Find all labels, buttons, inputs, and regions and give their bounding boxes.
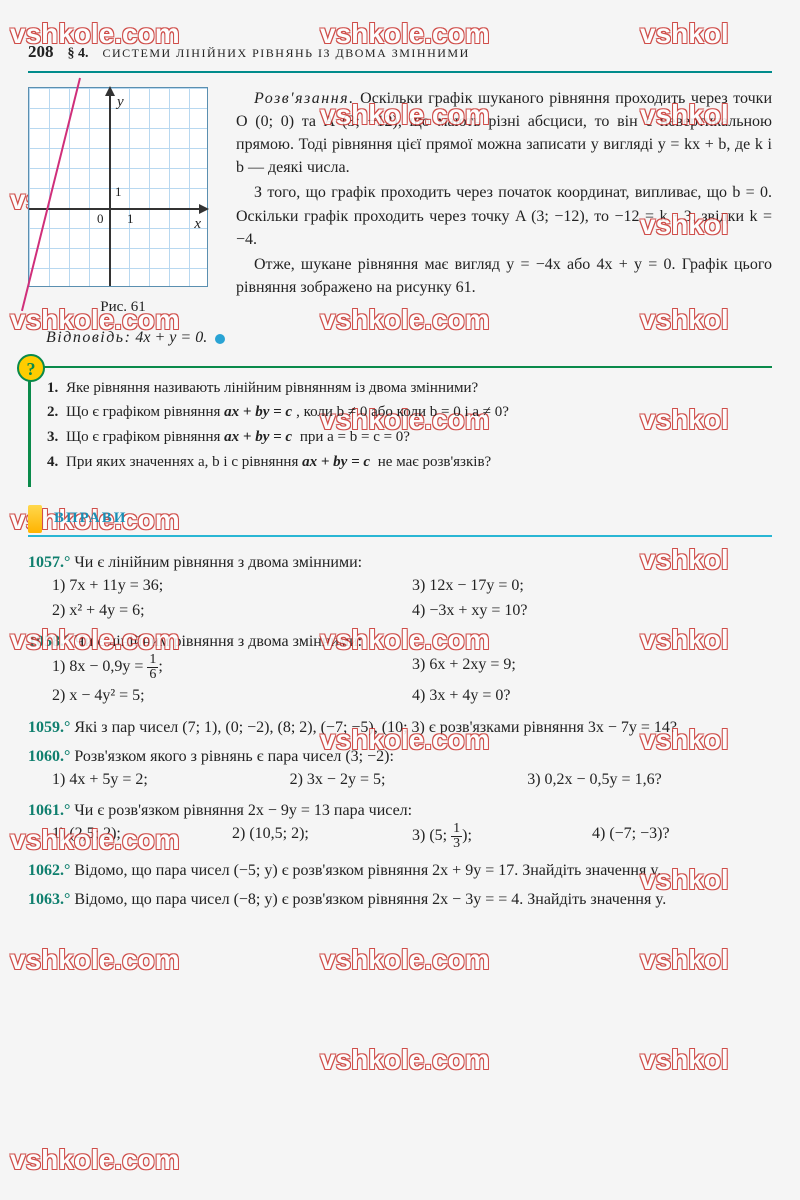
solution-text: Розв'язання. Оскільки графік шуканого рі… xyxy=(236,87,772,319)
question-box: ? 1. Яке рівняння називають лінійним рів… xyxy=(28,366,772,487)
problem-1061: 1061.° Чи є розв'язком рівняння 2x − 9y … xyxy=(28,799,772,853)
watermark: vshkole.com xyxy=(10,1140,180,1181)
tick-origin: 0 xyxy=(97,210,104,229)
section-label: § 4. xyxy=(68,44,89,64)
question-2: 2. Що є графіком рівняння ax + by = c, к… xyxy=(47,402,762,424)
figure-caption: Рис. 61 xyxy=(28,297,218,319)
tick-y1: 1 xyxy=(115,183,122,202)
section-title: СИСТЕМИ ЛІНІЙНИХ РІВНЯНЬ ІЗ ДВОМА ЗМІННИ… xyxy=(103,45,470,62)
problem-1063: 1063.° Відомо, що пара чисел (−8; y) є р… xyxy=(28,888,772,911)
page-header: 208 § 4. СИСТЕМИ ЛІНІЙНИХ РІВНЯНЬ ІЗ ДВО… xyxy=(28,40,772,65)
end-dot-icon xyxy=(215,334,225,344)
watermark: vshkole.com xyxy=(320,940,490,981)
problem-1062: 1062.° Відомо, що пара чисел (−5; y) є р… xyxy=(28,859,772,882)
page-number: 208 xyxy=(28,40,54,65)
problem-1059: 1059.° Які з пар чисел (7; 1), (0; −2), … xyxy=(28,716,772,739)
problem-1057: 1057.° Чи є лінійним рівняння з двома зм… xyxy=(28,551,772,625)
question-mark-icon: ? xyxy=(17,354,45,382)
question-3: 3. Що є графіком рівняння ax + by = c пр… xyxy=(47,427,762,449)
answer-line: Відповідь: 4x + y = 0. xyxy=(28,326,772,349)
watermark: vshkole.com xyxy=(320,1040,490,1081)
question-4: 4. При яких значеннях a, b і c рівняння … xyxy=(47,452,762,474)
solution-title: Розв'язання. xyxy=(254,90,355,107)
problem-1058: 1058.° Чи є лінійним рівняння з двома зм… xyxy=(28,630,772,709)
watermark: vshkol xyxy=(640,940,729,981)
exercises-title: ВПРАВИ xyxy=(54,510,127,526)
exercises-tab-icon xyxy=(28,505,42,533)
watermark: vshkole.com xyxy=(10,940,180,981)
coordinate-graph: y x 1 0 1 xyxy=(28,87,208,287)
header-rule xyxy=(28,71,772,73)
problem-1060: 1060.° Розв'язком якого з рівнянь є пара… xyxy=(28,745,772,793)
question-1: 1. Яке рівняння називають лінійним рівня… xyxy=(47,378,762,400)
x-axis-label: x xyxy=(194,214,201,236)
watermark: vshkol xyxy=(640,1040,729,1081)
tick-x1: 1 xyxy=(127,210,134,229)
exercises-header: ВПРАВИ xyxy=(28,505,772,537)
y-axis-label: y xyxy=(117,92,124,114)
